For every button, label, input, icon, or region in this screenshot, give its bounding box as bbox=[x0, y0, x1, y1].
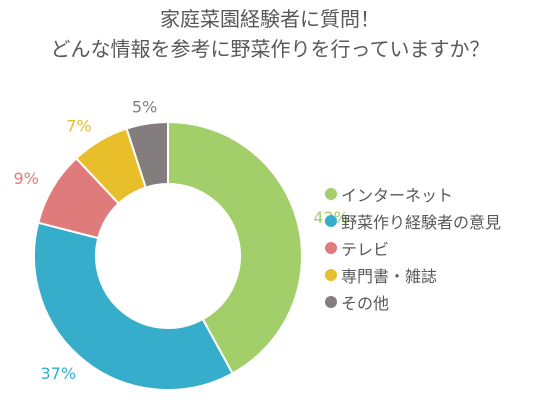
legend-marker bbox=[325, 187, 337, 200]
title-line-1: 家庭菜園経験者に質問！ bbox=[160, 7, 380, 31]
legend-item-1: インターネット bbox=[325, 180, 501, 207]
donut-slice-2 bbox=[33, 221, 234, 391]
legend-label: インターネット bbox=[341, 185, 454, 205]
donut-slice-5 bbox=[125, 120, 169, 189]
legend-label: 専門書・雑誌 bbox=[341, 266, 438, 286]
legend-label: その他 bbox=[341, 293, 390, 313]
slice-label-3: 9% bbox=[13, 169, 38, 188]
legend-item-2: 野菜作り経験者の意見 bbox=[325, 207, 501, 234]
title-line-2: どんな情報を参考に野菜作りを行っていますか？ bbox=[50, 37, 490, 61]
legend-label: テレビ bbox=[341, 239, 390, 259]
slice-label-5: 5% bbox=[132, 97, 157, 116]
legend-marker bbox=[325, 241, 337, 254]
legend: インターネット野菜作り経験者の意見 テレビ専門書・雑誌 その他 bbox=[325, 180, 501, 315]
legend-marker bbox=[325, 214, 337, 227]
legend-item-4: 専門書・雑誌 bbox=[325, 261, 501, 288]
slice-label-2: 37% bbox=[41, 364, 77, 383]
legend-marker bbox=[325, 295, 337, 308]
legend-label: 野菜作り経験者の意見 bbox=[341, 212, 502, 232]
legend-item-5: その他 bbox=[325, 288, 501, 315]
legend-item-3: テレビ bbox=[325, 234, 501, 261]
chart-title: 家庭菜園経験者に質問！ どんな情報を参考に野菜作りを行っていますか？ bbox=[0, 4, 540, 64]
legend-marker bbox=[325, 268, 337, 281]
slice-label-4: 7% bbox=[66, 116, 91, 135]
donut-slice-1 bbox=[167, 120, 303, 375]
